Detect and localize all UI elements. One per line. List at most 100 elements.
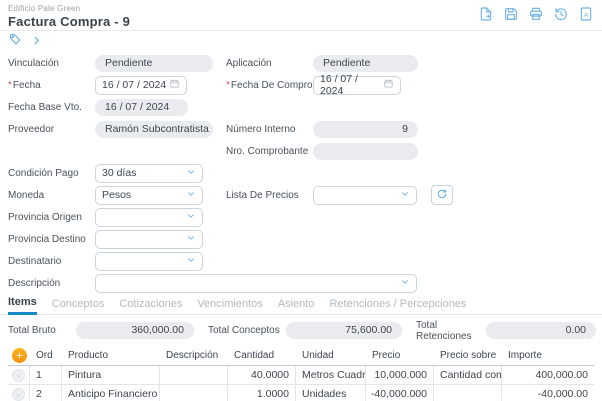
fecha-base-vto-value: 16 / 07 / 2024 <box>95 98 188 116</box>
new-record-button[interactable] <box>477 7 494 24</box>
tab-cotizaciones[interactable]: Cotizaciones <box>119 298 183 310</box>
provincia-origen-select[interactable] <box>95 207 203 227</box>
cell-cantidad[interactable]: 1.0000 <box>228 385 296 401</box>
chevron-down-icon <box>186 233 196 246</box>
chevron-down-icon <box>186 167 196 180</box>
breadcrumb[interactable]: Edificio Pale Green <box>8 4 81 13</box>
total-bruto-value: 360,000.00 <box>76 322 194 339</box>
history-icon <box>553 6 569 25</box>
chevron-down-icon <box>186 211 196 224</box>
svg-text:A: A <box>583 12 588 19</box>
required-asterisk: * <box>8 79 12 91</box>
tab-asiento[interactable]: Asiento <box>277 298 315 310</box>
cell-producto[interactable]: Anticipo Financiero 21 <box>62 385 160 401</box>
refresh-precios-button[interactable] <box>431 185 453 205</box>
x-icon <box>15 368 22 383</box>
cell-descripcion[interactable] <box>160 385 228 401</box>
aplicacion-value: Pendiente <box>313 54 418 72</box>
expand-button[interactable] <box>29 34 44 49</box>
nro-comprobante-label: Nro. Comprobante <box>226 145 309 157</box>
cell-descripcion[interactable] <box>160 366 228 384</box>
numero-interno-value: 9 <box>313 120 418 138</box>
total-retenciones-label: Total Retenciones <box>416 319 472 342</box>
col-precio: Precio <box>372 350 401 361</box>
fecha-comprobante-label: *Fecha De Comprobante <box>226 79 338 91</box>
form-row: *Fecha 16 / 07 / 2024 *Fecha De Comproba… <box>0 73 602 97</box>
provincia-destino-select[interactable] <box>95 229 203 249</box>
totals-bar: Total Bruto 360,000.00 Total Conceptos 7… <box>0 315 602 346</box>
form-row: Destinatario <box>0 250 602 272</box>
form-row: Vinculación Pendiente Aplicación Pendien… <box>0 52 602 74</box>
moneda-label: Moneda <box>8 189 45 201</box>
form-row: Provincia Destino <box>0 228 602 250</box>
tag-icon <box>9 33 22 49</box>
condicion-pago-select[interactable]: 30 días <box>95 163 203 183</box>
required-asterisk: * <box>226 79 230 91</box>
tab-conceptos[interactable]: Conceptos <box>51 298 105 310</box>
cell-unidad[interactable]: Unidades <box>296 385 366 401</box>
chevron-down-icon <box>186 189 196 202</box>
save-button[interactable] <box>502 7 519 24</box>
labels-button[interactable] <box>8 34 23 49</box>
col-importe: Importe <box>508 350 542 361</box>
descripcion-label: Descripción <box>8 277 61 289</box>
tab-retenciones-percepciones[interactable]: Retenciones / Percepciones <box>329 298 467 310</box>
delete-row-button[interactable] <box>12 387 25 401</box>
tab-items[interactable]: Items <box>8 296 37 315</box>
cell-precio-sobre[interactable]: Cantidad compra <box>434 366 502 384</box>
total-conceptos-label: Total Conceptos <box>208 325 280 336</box>
chevron-down-icon <box>400 189 410 202</box>
report-button[interactable]: A <box>577 7 594 24</box>
total-conceptos-value: 75,600.00 <box>286 322 402 339</box>
moneda-select[interactable]: Pesos <box>95 185 203 205</box>
invoice-form: Vinculación Pendiente Aplicación Pendien… <box>0 51 602 294</box>
col-unidad: Unidad <box>302 350 334 361</box>
calendar-icon <box>383 78 394 92</box>
cell-ord: 1 <box>30 366 62 384</box>
history-button[interactable] <box>552 7 569 24</box>
cell-producto[interactable]: Pintura <box>62 366 160 384</box>
fecha-input[interactable]: 16 / 07 / 2024 <box>95 75 187 95</box>
aplicacion-label: Aplicación <box>226 57 272 69</box>
print-button[interactable] <box>527 7 544 24</box>
table-row: 2 Anticipo Financiero 21 1.0000 Unidades… <box>8 385 594 401</box>
print-icon <box>528 6 544 25</box>
plus-icon <box>15 348 24 363</box>
delete-row-button[interactable] <box>12 368 25 383</box>
add-row-button[interactable] <box>11 348 27 363</box>
tab-vencimientos[interactable]: Vencimientos <box>197 298 263 310</box>
form-row: Nro. Comprobante <box>0 140 602 162</box>
header-divider <box>0 30 602 31</box>
col-descripcion: Descripción <box>166 350 219 361</box>
form-row: Proveedor Ramón Subcontratista Número In… <box>0 118 602 140</box>
vinculacion-value: Pendiente <box>95 54 213 72</box>
fecha-base-vto-label: Fecha Base Vto. <box>8 101 82 113</box>
refresh-icon <box>436 188 448 203</box>
fecha-comprobante-input[interactable]: 16 / 07 / 2024 <box>313 73 401 97</box>
lista-de-precios-select[interactable] <box>313 185 417 205</box>
page-title: Factura Compra - 9 <box>8 14 131 29</box>
mini-toolbar <box>0 31 602 51</box>
destinatario-label: Destinatario <box>8 255 62 267</box>
total-bruto-label: Total Bruto <box>8 325 56 336</box>
cell-cantidad[interactable]: 40.0000 <box>228 366 296 384</box>
topbar: Edificio Pale Green Factura Compra - 9 A <box>0 0 602 30</box>
numero-interno-label: Número Interno <box>226 123 296 135</box>
lista-de-precios-label: Lista De Precios <box>226 189 299 201</box>
form-row: Moneda Pesos Lista De Precios <box>0 184 602 206</box>
cell-importe: -40,000.00 <box>537 388 588 400</box>
cell-unidad[interactable]: Metros Cuadra... <box>296 366 366 384</box>
destinatario-select[interactable] <box>95 251 203 271</box>
chevron-down-icon <box>186 255 196 268</box>
chevron-right-icon <box>31 34 42 49</box>
cell-precio[interactable]: 10,000.000 <box>366 366 434 384</box>
save-icon <box>503 6 519 25</box>
condicion-pago-label: Condición Pago <box>8 167 79 179</box>
title-block: Edificio Pale Green Factura Compra - 9 <box>8 4 130 29</box>
document-a-icon: A <box>578 6 594 25</box>
cell-precio[interactable]: -40,000.000 <box>366 385 434 401</box>
col-precio-sobre: Precio sobre <box>440 350 497 361</box>
cell-precio-sobre[interactable] <box>434 385 502 401</box>
descripcion-select[interactable] <box>95 273 417 293</box>
